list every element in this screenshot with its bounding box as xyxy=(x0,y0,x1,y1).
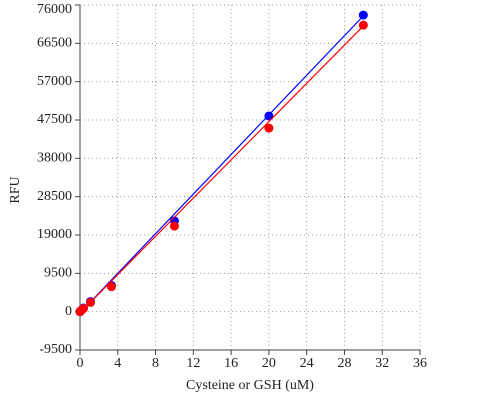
x-tick-label: 8 xyxy=(152,356,159,371)
y-tick-label: 19000 xyxy=(37,227,72,242)
point xyxy=(85,297,95,307)
y-tick-label: 76000 xyxy=(37,2,72,17)
y-tick-label: 9500 xyxy=(44,266,72,281)
x-tick-label: 36 xyxy=(413,356,427,371)
x-tick-label: 32 xyxy=(375,356,389,371)
point xyxy=(78,303,88,313)
y-axis-label: RFU xyxy=(8,176,23,203)
x-axis-label: Cysteine or GSH (uM) xyxy=(186,378,314,393)
x-tick-label: 24 xyxy=(300,356,314,371)
point xyxy=(169,221,179,231)
point xyxy=(264,123,274,133)
y-tick-label: 66500 xyxy=(37,36,72,51)
point xyxy=(358,10,368,20)
point xyxy=(264,111,274,121)
point xyxy=(106,282,116,292)
y-tick-label: 0 xyxy=(65,304,72,319)
y-tick-label: 47500 xyxy=(37,112,72,127)
x-tick-label: 4 xyxy=(114,356,121,371)
fit-line xyxy=(79,25,364,314)
x-tick-label: 20 xyxy=(262,356,276,371)
x-tick-label: 28 xyxy=(337,356,351,371)
y-tick-label: 57000 xyxy=(37,74,72,89)
y-tick-label: 38000 xyxy=(37,151,72,166)
x-tick-label: 16 xyxy=(224,356,238,371)
point xyxy=(358,20,368,30)
x-tick-label: 12 xyxy=(186,356,200,371)
y-tick-label: 28500 xyxy=(37,189,72,204)
y-tick-label: -9500 xyxy=(39,342,72,357)
x-tick-label: 0 xyxy=(77,356,84,371)
fit-line xyxy=(79,15,364,314)
